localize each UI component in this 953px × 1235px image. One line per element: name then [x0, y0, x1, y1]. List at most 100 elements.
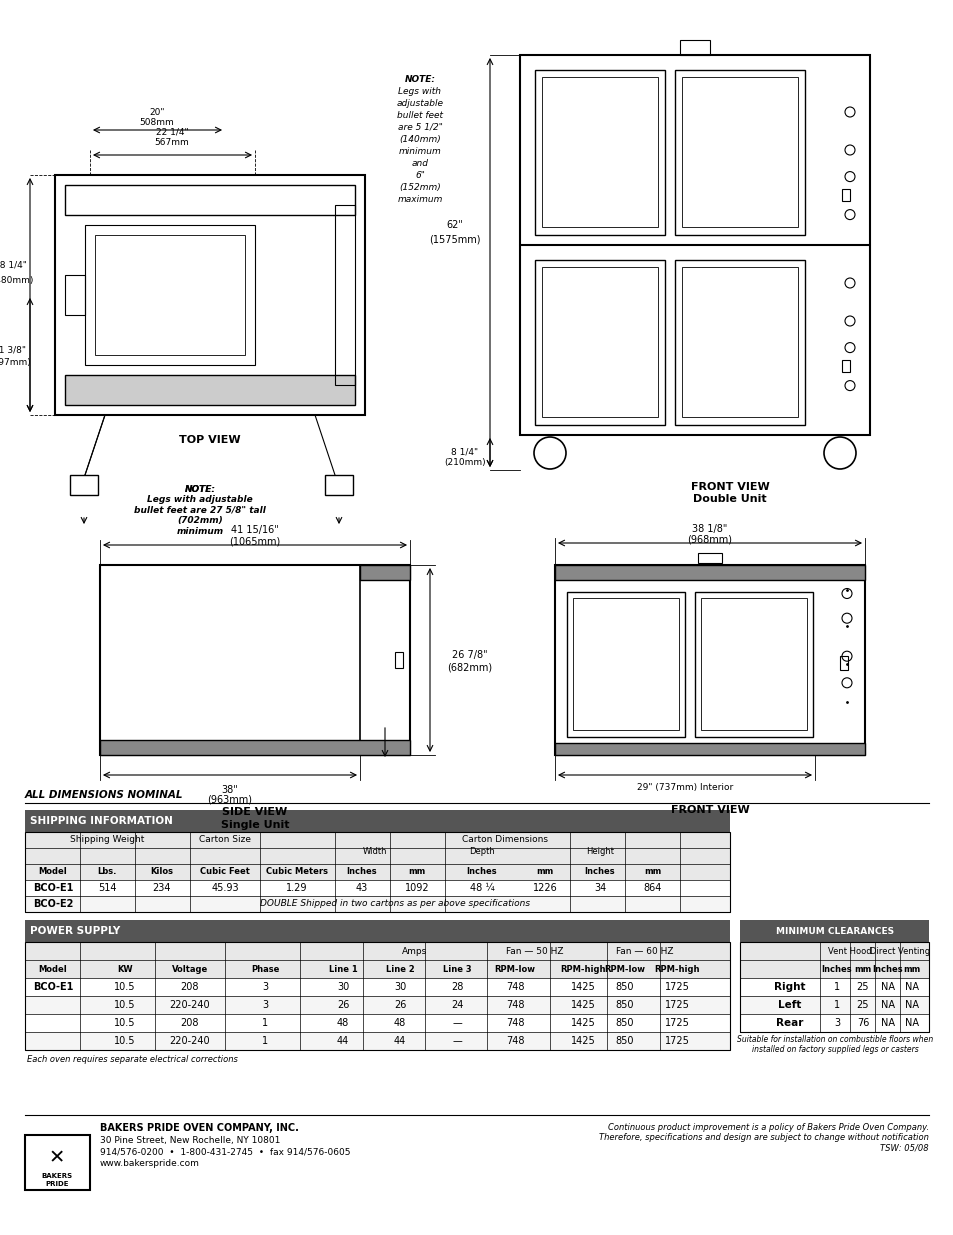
Bar [740, 942, 928, 978]
Text: 10.5: 10.5 [114, 1018, 135, 1028]
Text: BCO-E1: BCO-E1 [32, 982, 73, 992]
Text: Inches: Inches [584, 867, 615, 877]
Text: NA: NA [904, 1000, 918, 1010]
Text: Depth: Depth [469, 847, 495, 856]
Text: 748: 748 [505, 1000, 524, 1010]
Text: Continuous product improvement is a policy of Bakers Pride Oven Company.
Therefo: Continuous product improvement is a poli… [598, 1123, 928, 1153]
Bar [541, 267, 658, 417]
Text: 30 Pine Street, New Rochelle, NY 10801: 30 Pine Street, New Rochelle, NY 10801 [100, 1135, 280, 1145]
Text: NA: NA [880, 1000, 894, 1010]
Bar [359, 564, 410, 580]
Text: 26: 26 [394, 1000, 406, 1010]
Text: Phase: Phase [251, 965, 279, 973]
Text: mm: mm [643, 867, 661, 877]
Text: DOUBLE Shipped in two cartons as per above specifications: DOUBLE Shipped in two cartons as per abo… [259, 899, 530, 909]
Text: (1575mm): (1575mm) [429, 233, 480, 245]
Text: TOP VIEW: TOP VIEW [179, 435, 240, 445]
Bar [25, 897, 729, 911]
Text: 22 1/4"
567mm: 22 1/4" 567mm [154, 127, 190, 147]
Text: 48: 48 [394, 1018, 406, 1028]
Text: Line 1: Line 1 [328, 965, 357, 973]
Text: 220-240: 220-240 [170, 1036, 210, 1046]
Bar [535, 261, 664, 425]
Text: 914/576-0200  •  1-800-431-2745  •  fax 914/576-0605: 914/576-0200 • 1-800-431-2745 • fax 914/… [100, 1147, 350, 1156]
Text: 76: 76 [856, 1018, 868, 1028]
Text: 44: 44 [336, 1036, 349, 1046]
Text: NOTE:: NOTE: [184, 485, 215, 494]
Bar [740, 920, 928, 942]
Text: 850: 850 [615, 982, 634, 992]
Bar [740, 995, 928, 1014]
Text: 1725: 1725 [664, 982, 689, 992]
Text: NOTE:
Legs with adjustable
bullet feet are 27 5/8" tall
(702mm)
minimum: NOTE: Legs with adjustable bullet feet a… [134, 485, 266, 536]
Bar [700, 598, 806, 730]
Text: 234: 234 [152, 883, 172, 893]
Text: 10.5: 10.5 [114, 982, 135, 992]
Text: 38": 38" [221, 785, 238, 795]
Text: 10.5: 10.5 [114, 1000, 135, 1010]
Text: 6": 6" [415, 170, 424, 180]
Text: ✕: ✕ [49, 1149, 65, 1167]
Text: Cubic Meters: Cubic Meters [266, 867, 328, 877]
Text: RPM-high: RPM-high [654, 965, 699, 973]
Text: Fan — 60 HZ: Fan — 60 HZ [616, 946, 673, 956]
Text: Model: Model [38, 867, 68, 877]
Text: FRONT VIEW: FRONT VIEW [690, 482, 768, 492]
Text: BCO-E1: BCO-E1 [32, 883, 73, 893]
Text: 38 1/8": 38 1/8" [692, 524, 727, 534]
Text: 864: 864 [643, 883, 661, 893]
Text: FRONT VIEW: FRONT VIEW [670, 805, 749, 815]
Bar [679, 40, 709, 56]
Bar [395, 652, 402, 668]
Bar [740, 1014, 928, 1032]
Text: 45.93: 45.93 [211, 883, 238, 893]
Bar [840, 656, 847, 669]
Bar [100, 740, 410, 755]
Text: MINIMUM CLEARANCES: MINIMUM CLEARANCES [775, 926, 893, 935]
Text: 20"
508mm: 20" 508mm [139, 107, 174, 127]
Text: 8 1/4": 8 1/4" [451, 447, 478, 457]
Bar [841, 359, 849, 372]
Text: BCO-E2: BCO-E2 [32, 899, 73, 909]
Bar [65, 185, 355, 215]
Text: 1725: 1725 [664, 1000, 689, 1010]
Bar [65, 375, 355, 405]
Text: Kilos: Kilos [151, 867, 173, 877]
Text: mm: mm [536, 867, 553, 877]
Text: mm: mm [854, 965, 871, 973]
Bar [25, 1014, 729, 1032]
Text: RPM-low: RPM-low [604, 965, 645, 973]
Bar [25, 942, 729, 1050]
Bar [555, 564, 864, 755]
Text: (963mm): (963mm) [208, 795, 253, 805]
Text: Cubic Feet: Cubic Feet [200, 867, 250, 877]
Bar [25, 832, 729, 881]
Text: Legs with: Legs with [398, 86, 441, 96]
Text: mm: mm [902, 965, 920, 973]
Bar [675, 70, 804, 235]
Text: 30: 30 [336, 982, 349, 992]
Bar [740, 978, 928, 995]
Bar [573, 598, 679, 730]
Bar [25, 1032, 729, 1050]
Text: 1.29: 1.29 [286, 883, 308, 893]
Text: 1226: 1226 [532, 883, 557, 893]
Text: Inches: Inches [821, 965, 851, 973]
Text: Each oven requires separate electrical corrections: Each oven requires separate electrical c… [27, 1055, 237, 1065]
Text: NA: NA [904, 982, 918, 992]
Text: (152mm): (152mm) [398, 183, 440, 191]
Text: 26: 26 [336, 1000, 349, 1010]
Bar [740, 942, 928, 1032]
Text: 26 7/8": 26 7/8" [452, 650, 487, 659]
Text: ALL DIMENSIONS NOMINAL: ALL DIMENSIONS NOMINAL [25, 790, 183, 800]
Text: minimum: minimum [398, 147, 441, 156]
Bar [519, 56, 869, 435]
Bar [85, 225, 254, 366]
Text: 208: 208 [180, 1018, 199, 1028]
Text: NA: NA [880, 982, 894, 992]
Bar [335, 205, 355, 385]
Text: 514: 514 [97, 883, 116, 893]
Text: Line 3: Line 3 [442, 965, 471, 973]
Text: Right: Right [774, 982, 805, 992]
Text: Shipping Weight: Shipping Weight [70, 836, 144, 845]
